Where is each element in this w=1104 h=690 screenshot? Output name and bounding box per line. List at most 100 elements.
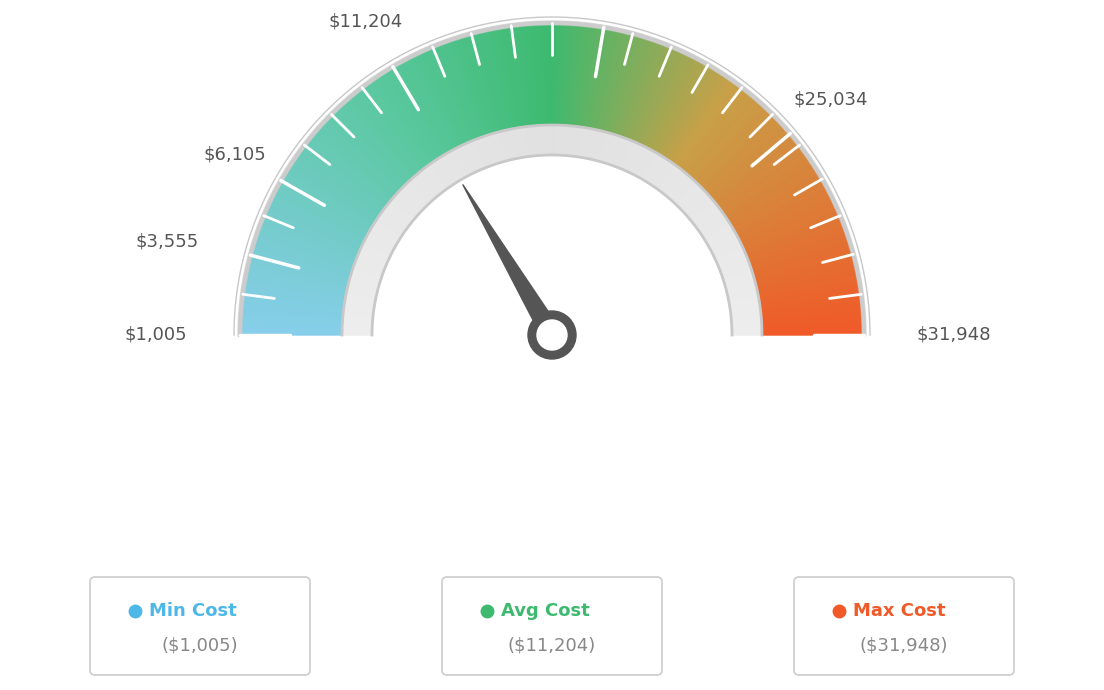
Wedge shape: [636, 50, 678, 143]
Wedge shape: [390, 199, 415, 220]
Wedge shape: [243, 309, 342, 319]
Wedge shape: [503, 28, 521, 128]
Wedge shape: [243, 315, 342, 324]
Wedge shape: [445, 152, 463, 180]
Wedge shape: [466, 37, 496, 133]
Wedge shape: [762, 319, 862, 326]
Wedge shape: [368, 84, 428, 166]
Wedge shape: [701, 116, 774, 188]
Wedge shape: [669, 175, 691, 200]
Wedge shape: [342, 332, 372, 335]
Wedge shape: [266, 212, 359, 254]
Wedge shape: [619, 41, 654, 137]
Wedge shape: [304, 148, 384, 210]
Wedge shape: [757, 274, 857, 295]
Wedge shape: [346, 295, 375, 304]
Wedge shape: [371, 225, 399, 244]
Wedge shape: [629, 47, 669, 141]
Wedge shape: [574, 27, 587, 126]
Wedge shape: [716, 142, 797, 206]
Wedge shape: [661, 70, 715, 157]
Wedge shape: [453, 40, 487, 136]
Wedge shape: [597, 32, 623, 130]
Wedge shape: [394, 194, 418, 216]
Wedge shape: [762, 313, 861, 322]
Wedge shape: [512, 128, 521, 158]
Wedge shape: [342, 319, 372, 324]
Wedge shape: [728, 289, 757, 299]
Wedge shape: [572, 26, 584, 126]
Wedge shape: [554, 25, 559, 125]
Wedge shape: [726, 283, 756, 293]
Wedge shape: [558, 125, 562, 155]
Wedge shape: [634, 49, 676, 142]
Wedge shape: [438, 46, 477, 140]
Wedge shape: [256, 239, 352, 272]
Wedge shape: [343, 308, 373, 315]
Wedge shape: [282, 180, 370, 232]
Circle shape: [537, 320, 567, 350]
Wedge shape: [539, 125, 543, 155]
Wedge shape: [701, 217, 728, 236]
Wedge shape: [692, 105, 762, 180]
Wedge shape: [245, 286, 344, 304]
Wedge shape: [347, 100, 415, 177]
Wedge shape: [707, 228, 734, 246]
Wedge shape: [634, 148, 650, 176]
Wedge shape: [581, 28, 597, 127]
Wedge shape: [450, 41, 485, 137]
Wedge shape: [755, 258, 853, 285]
Wedge shape: [563, 126, 569, 155]
Wedge shape: [386, 204, 412, 225]
Wedge shape: [631, 48, 672, 141]
Wedge shape: [722, 267, 752, 279]
Wedge shape: [725, 279, 755, 290]
Wedge shape: [396, 191, 421, 214]
Wedge shape: [336, 111, 406, 185]
Wedge shape: [342, 322, 372, 326]
Wedge shape: [389, 70, 443, 157]
Wedge shape: [698, 111, 768, 185]
Wedge shape: [251, 261, 348, 287]
Wedge shape: [590, 30, 611, 129]
Wedge shape: [739, 191, 828, 239]
Wedge shape: [648, 158, 667, 184]
Wedge shape: [408, 59, 457, 149]
Circle shape: [528, 311, 576, 359]
Wedge shape: [703, 121, 778, 191]
Wedge shape: [681, 90, 744, 170]
Wedge shape: [757, 268, 856, 291]
Wedge shape: [677, 184, 701, 208]
Wedge shape: [510, 28, 526, 127]
Wedge shape: [647, 59, 696, 149]
Wedge shape: [444, 43, 481, 138]
Wedge shape: [732, 325, 762, 329]
Wedge shape: [723, 270, 753, 282]
Wedge shape: [443, 155, 460, 181]
Wedge shape: [242, 332, 342, 335]
Wedge shape: [673, 179, 696, 204]
Wedge shape: [676, 84, 736, 166]
Wedge shape: [326, 121, 401, 191]
Wedge shape: [412, 57, 458, 148]
Wedge shape: [583, 128, 592, 158]
Wedge shape: [696, 209, 722, 229]
Wedge shape: [284, 177, 371, 230]
Wedge shape: [615, 39, 648, 135]
Wedge shape: [509, 129, 518, 159]
Wedge shape: [357, 92, 422, 172]
Wedge shape: [628, 145, 645, 173]
Wedge shape: [602, 34, 629, 132]
Wedge shape: [503, 130, 512, 160]
Wedge shape: [484, 135, 497, 165]
Wedge shape: [342, 315, 373, 321]
Wedge shape: [400, 63, 450, 152]
Wedge shape: [406, 182, 428, 206]
Wedge shape: [713, 243, 742, 258]
Wedge shape: [342, 328, 372, 332]
Wedge shape: [749, 224, 842, 262]
Wedge shape: [350, 98, 416, 176]
Wedge shape: [762, 309, 861, 319]
Wedge shape: [490, 133, 502, 163]
Wedge shape: [561, 26, 569, 126]
